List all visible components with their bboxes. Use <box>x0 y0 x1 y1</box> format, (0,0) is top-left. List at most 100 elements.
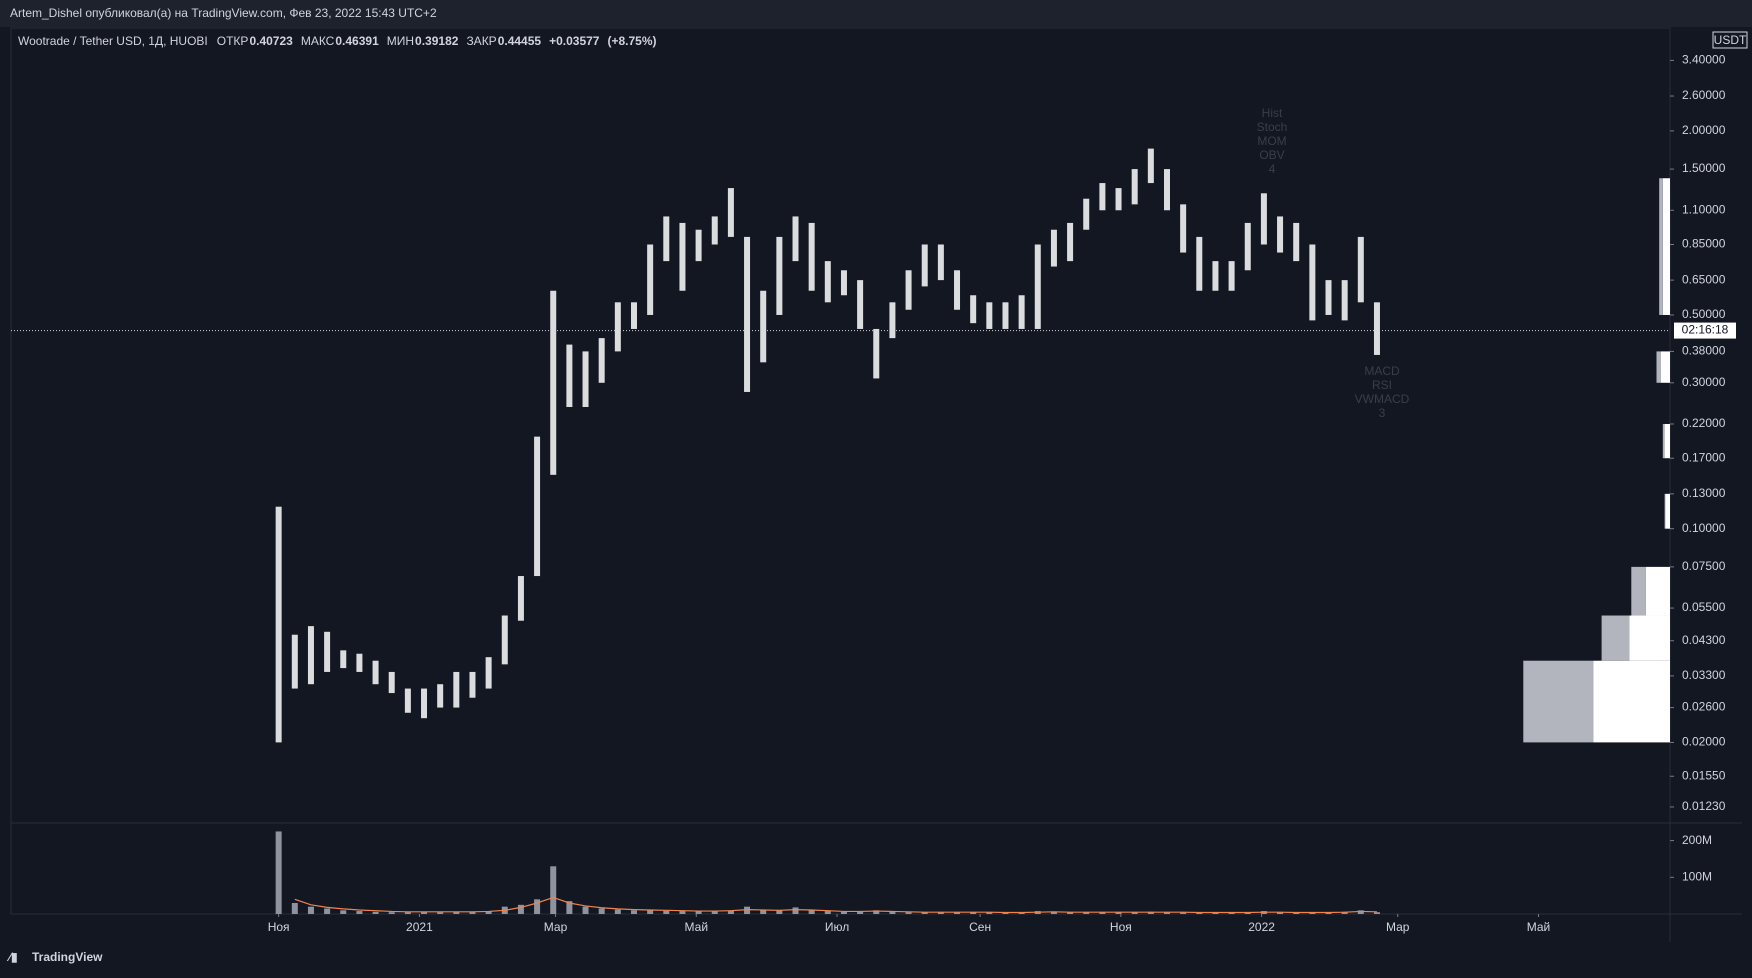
price-bar <box>1147 148 1154 184</box>
volume-bar <box>744 906 751 914</box>
volume-bar <box>695 911 702 914</box>
volume-bar <box>550 866 557 914</box>
indicator-label: MACD <box>1364 364 1400 378</box>
volume-bar <box>857 911 864 914</box>
price-bar <box>937 244 944 281</box>
volume-bar <box>307 906 314 914</box>
volume-bar <box>970 912 977 914</box>
price-bar <box>1325 280 1332 315</box>
volume-bar <box>275 831 282 914</box>
y-tick-label: 0.05500 <box>1682 600 1726 614</box>
price-bar <box>1277 216 1284 253</box>
indicator-label: RSI <box>1372 378 1392 392</box>
legend-item: 0.44455 <box>498 34 542 48</box>
x-tick-label: Май <box>1527 920 1551 934</box>
x-tick-label: Мар <box>544 920 568 934</box>
profile-up <box>1661 351 1670 383</box>
price-bar <box>970 295 977 324</box>
x-tick-label: Май <box>685 920 709 934</box>
price-bar <box>1373 302 1380 355</box>
price-bar <box>291 634 298 689</box>
y-tick-label: 0.10000 <box>1682 521 1726 535</box>
volume-bar <box>291 902 298 914</box>
price-bar <box>1099 183 1106 211</box>
price-bar <box>598 338 605 383</box>
price-bar <box>550 290 557 475</box>
price-bar <box>1196 236 1203 291</box>
profile-down <box>1523 660 1594 743</box>
y-tick-label: 0.04300 <box>1682 633 1726 647</box>
profile-up <box>1665 493 1670 529</box>
y-tick-label: 0.01550 <box>1682 768 1726 782</box>
legend-item: 0.39182 <box>415 34 459 48</box>
volume-bar <box>534 899 541 914</box>
legend-item: 0.46391 <box>335 34 379 48</box>
indicator-label: Stoch <box>1257 120 1288 134</box>
volume-bar <box>372 911 379 914</box>
y-tick-label: 3.40000 <box>1682 53 1726 67</box>
y-tick-label: 2.00000 <box>1682 123 1726 137</box>
price-bar <box>469 671 476 698</box>
y-tick-label: 0.13000 <box>1682 486 1726 500</box>
volume-bar <box>582 906 589 914</box>
price-bar <box>534 436 541 577</box>
y-tick-label: 0.65000 <box>1682 272 1726 286</box>
legend-item: (+8.75%) <box>607 34 656 48</box>
volume-tick-label: 200M <box>1682 833 1712 847</box>
volume-bar <box>711 911 718 914</box>
legend: Wootrade / Tether USD, 1Д, HUOBI ОТКР 0.40… <box>18 34 657 48</box>
volume-bar <box>1083 912 1090 914</box>
price-bar <box>1050 229 1057 267</box>
volume-bar <box>1018 912 1025 914</box>
volume-bar <box>1067 912 1074 914</box>
price-bar <box>1228 261 1235 291</box>
legend-item: МИН <box>387 34 414 48</box>
legend-item: ОТКР <box>217 34 249 48</box>
volume-bar <box>1373 912 1380 914</box>
volume-bar <box>388 912 395 914</box>
x-tick-label: 2022 <box>1248 920 1275 934</box>
price-bar <box>1083 198 1090 230</box>
volume-bar <box>566 901 573 914</box>
volume-bar <box>1050 911 1057 914</box>
brand-logo: ⁄▮ <box>6 950 18 964</box>
volume-bar <box>1228 912 1235 914</box>
price-bar <box>1115 188 1122 211</box>
x-tick-label: Июл <box>825 920 849 934</box>
volume-bar <box>776 910 783 914</box>
price-bar <box>356 653 363 672</box>
price-bar <box>873 328 880 379</box>
price-bar <box>1260 193 1267 245</box>
price-bar <box>1131 169 1138 205</box>
volume-bar <box>808 909 815 914</box>
top-bar <box>0 0 1752 27</box>
volume-bar <box>630 910 637 914</box>
volume-bar <box>1131 912 1138 914</box>
price-bar <box>954 270 961 310</box>
y-tick-label: 2.60000 <box>1682 88 1726 102</box>
volume-bar <box>421 911 428 914</box>
price-bar <box>857 280 864 329</box>
price-bar <box>1067 222 1074 262</box>
volume-bar <box>1147 911 1154 914</box>
volume-bar <box>598 908 605 914</box>
price-bar <box>582 351 589 408</box>
volume-bar <box>1002 912 1009 914</box>
price-bar <box>711 216 718 245</box>
profile-down <box>1631 566 1646 616</box>
price-bar <box>889 302 896 339</box>
price-bar <box>307 626 314 685</box>
y-tick-label: 0.85000 <box>1682 237 1726 251</box>
profile-down <box>1659 178 1663 315</box>
currency-box <box>1712 31 1748 49</box>
price-bar <box>840 270 847 296</box>
volume-bar <box>469 911 476 914</box>
volume-bar <box>1244 912 1251 914</box>
price-bar <box>921 244 928 287</box>
volume-bar <box>1277 912 1284 914</box>
volume-bar <box>517 904 524 914</box>
price-bar <box>905 270 912 310</box>
y-tick-label: 1.10000 <box>1682 202 1726 216</box>
price-bar <box>792 216 799 262</box>
volume-bar <box>727 910 734 914</box>
